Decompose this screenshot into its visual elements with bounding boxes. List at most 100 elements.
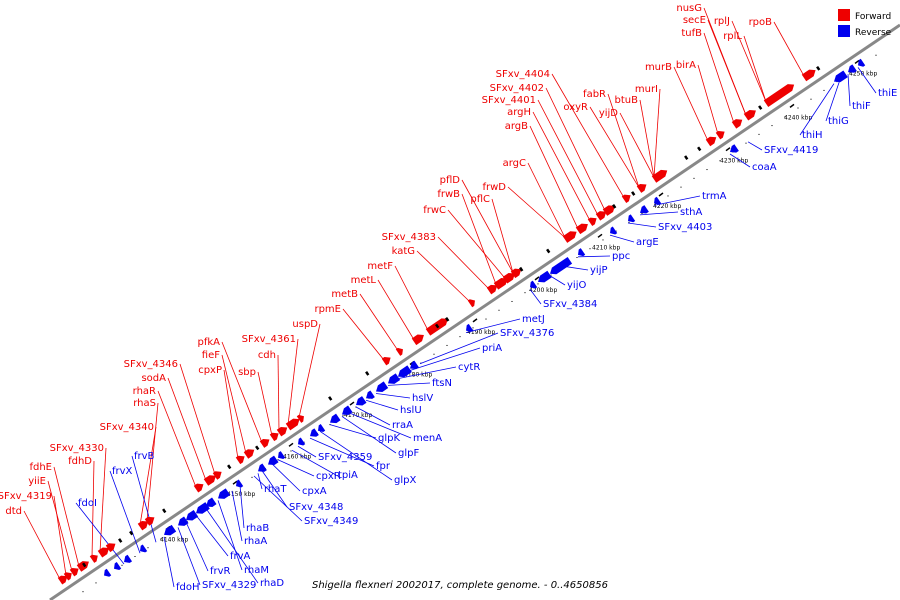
ruler-dot xyxy=(797,107,799,109)
gene-label: yiiE xyxy=(28,476,46,487)
reverse-gene-arrow xyxy=(178,516,189,526)
feature-marker xyxy=(118,538,123,543)
gene-label: rhaS xyxy=(133,398,156,409)
gene-label: SFxv_4401 xyxy=(482,95,536,106)
leader-line xyxy=(653,195,701,206)
reverse-gene-arrow xyxy=(310,428,319,437)
leader-line xyxy=(507,186,566,238)
forward-gene-arrow xyxy=(76,561,89,572)
kbp-tick-label: 4230 kbp xyxy=(720,158,748,165)
leader-line xyxy=(53,495,67,576)
feature-marker xyxy=(546,248,551,254)
forward-gene-arrow xyxy=(510,268,522,279)
leader-line xyxy=(627,222,657,228)
reverse-gene-arrow xyxy=(218,488,231,499)
kbp-tick-mark xyxy=(854,59,860,65)
leader-line xyxy=(731,20,767,102)
leader-line xyxy=(527,162,566,238)
reverse-gene-arrow xyxy=(164,524,177,536)
forward-gene-arrow xyxy=(212,471,222,480)
gene-label: rplJ xyxy=(714,16,730,27)
kbp-tick-mark xyxy=(232,480,238,485)
kbp-tick-label: 4200 kbp xyxy=(529,287,557,294)
gene-label: metF xyxy=(367,261,393,272)
gene-label: sbp xyxy=(238,367,256,378)
leader-line xyxy=(287,338,299,426)
ruler-dot xyxy=(433,353,435,355)
leader-line xyxy=(179,363,216,475)
feature-marker xyxy=(612,203,617,209)
ruler-dot xyxy=(342,415,344,417)
feature-marker xyxy=(519,266,524,272)
ruler-dot xyxy=(654,204,656,206)
leader-line xyxy=(577,255,611,258)
kbp-tick-label: 4180 kbp xyxy=(404,371,432,378)
gene-label: tufB xyxy=(681,28,702,39)
forward-gene-arrow xyxy=(285,418,300,431)
reverse-gene-arrow xyxy=(330,413,341,424)
forward-gene-arrow xyxy=(493,277,508,290)
reverse-gene-arrow xyxy=(318,424,326,433)
leader-line xyxy=(163,536,175,588)
feature-marker xyxy=(684,155,689,160)
forward-gene-arrow xyxy=(486,284,498,295)
reverse-gene-arrow xyxy=(258,463,267,472)
leader-line xyxy=(639,211,679,216)
gene-label: thiE xyxy=(878,88,897,99)
leader-line xyxy=(461,193,497,285)
forward-gene-arrow xyxy=(235,455,245,465)
gene-label: katG xyxy=(392,246,415,257)
ruler-dot xyxy=(537,283,539,285)
reverse-gene-arrow xyxy=(140,544,148,553)
leader-line xyxy=(223,369,239,459)
gene-label: fabR xyxy=(583,89,606,100)
forward-gene-arrow xyxy=(203,475,216,486)
gene-label: fpr xyxy=(376,461,391,472)
kbp-tick-mark xyxy=(725,147,731,152)
gene-label: pflD xyxy=(440,175,461,186)
leader-line xyxy=(743,35,767,102)
ruler-dot xyxy=(121,564,123,566)
gene-label: trmA xyxy=(702,191,727,202)
leader-line xyxy=(139,426,157,526)
gene-label: secE xyxy=(683,15,706,26)
leader-line xyxy=(563,265,589,271)
leader-line xyxy=(319,431,393,481)
ruler-dot xyxy=(511,300,513,302)
leader-line xyxy=(131,455,157,543)
gene-label: rhaR xyxy=(133,386,156,397)
legend-forward-swatch xyxy=(838,9,850,21)
forward-gene-arrow xyxy=(89,554,98,563)
gene-label: dtd xyxy=(5,506,22,517)
ruler-dot xyxy=(615,230,617,232)
leader-line xyxy=(416,250,471,303)
ruler-dot xyxy=(290,450,292,452)
gene-label: fdhE xyxy=(29,462,52,473)
legend: Forward Reverse xyxy=(838,9,892,38)
gene-label: hslU xyxy=(400,405,422,416)
forward-gene-arrow xyxy=(602,205,615,216)
gene-label: cytR xyxy=(458,362,480,373)
gene-label: SFxv_4419 xyxy=(764,145,818,156)
leader-line xyxy=(673,66,709,142)
leader-line xyxy=(394,265,429,331)
leader-line xyxy=(341,416,397,454)
gene-label: SFxv_4340 xyxy=(100,422,154,433)
ruler-dot xyxy=(134,556,136,557)
leader-line xyxy=(447,209,506,279)
leader-line xyxy=(377,279,415,340)
forward-gene-arrow xyxy=(276,426,288,437)
leader-line xyxy=(277,354,280,432)
reverse-gene-arrow xyxy=(550,257,573,275)
leader-line xyxy=(825,79,841,122)
leader-line xyxy=(47,480,73,572)
leader-line xyxy=(53,466,80,567)
leader-line xyxy=(609,234,635,243)
gene-label: cpxA xyxy=(302,486,327,497)
reverse-gene-arrow xyxy=(356,396,367,406)
kbp-tick-mark xyxy=(789,103,795,109)
forward-gene-arrow xyxy=(502,272,515,284)
reverse-gene-arrow xyxy=(206,497,217,507)
forward-gene-arrow xyxy=(636,184,647,193)
